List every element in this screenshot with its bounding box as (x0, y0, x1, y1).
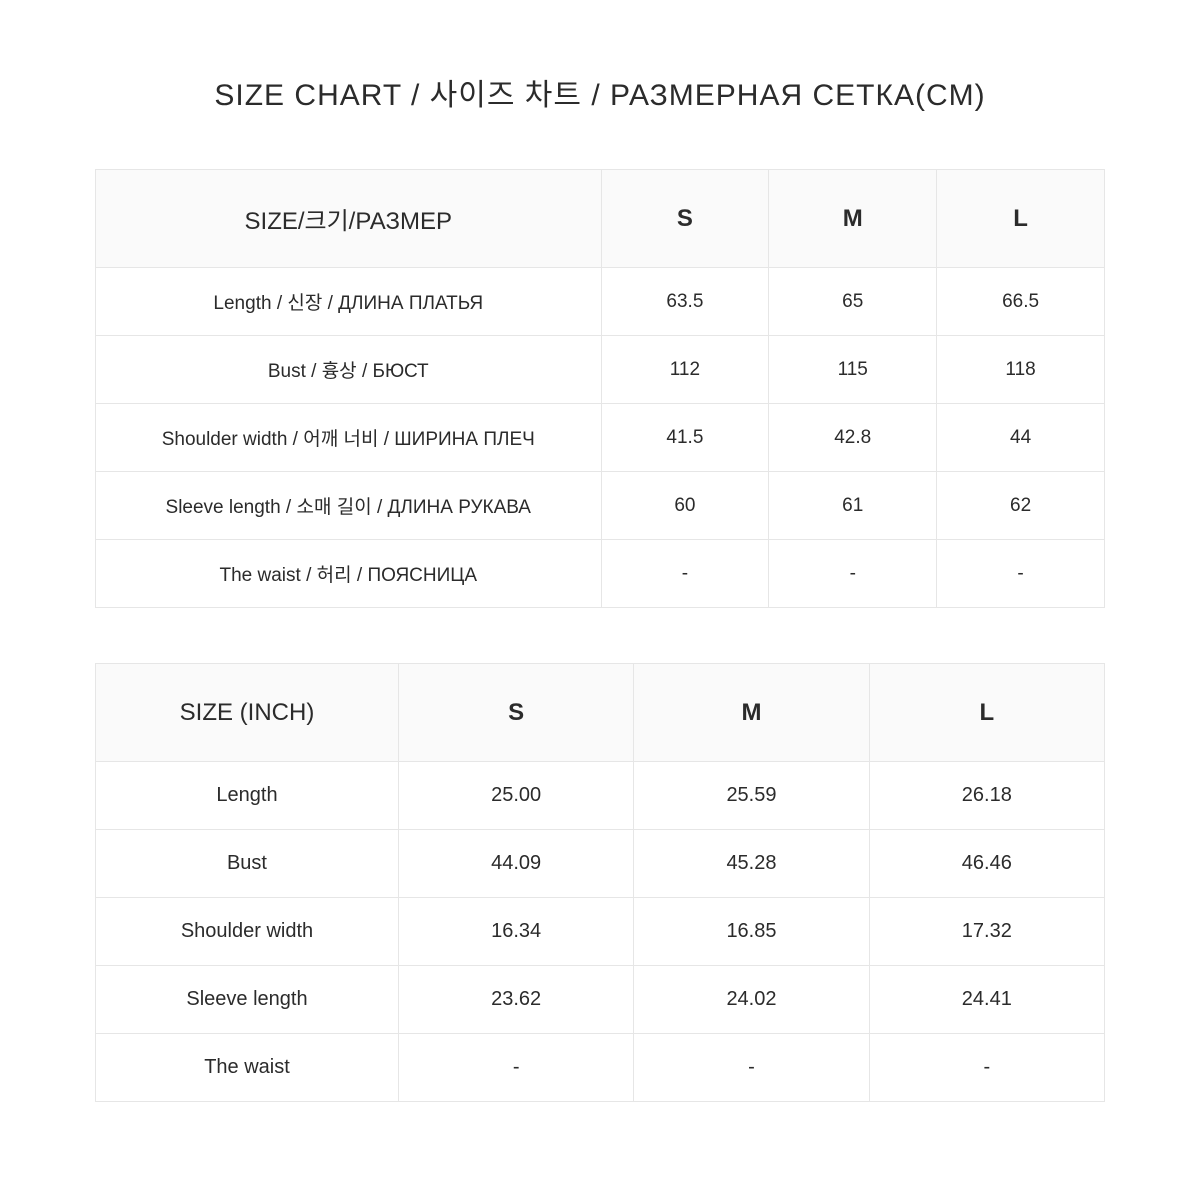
cm-cell: 44 (937, 404, 1105, 472)
cm-cell: 65 (769, 268, 937, 336)
cm-cell: 61 (769, 472, 937, 540)
in-cell: - (869, 1034, 1104, 1102)
cm-cell: - (601, 540, 769, 608)
in-cell: 25.00 (398, 762, 633, 830)
cm-row-label: Sleeve length / 소매 길이 / ДЛИНА РУКАВА (96, 472, 602, 540)
cm-cell: 41.5 (601, 404, 769, 472)
in-head-s: S (398, 664, 633, 762)
cm-cell: 62 (937, 472, 1105, 540)
in-head-m: M (634, 664, 869, 762)
cm-cell: 63.5 (601, 268, 769, 336)
in-cell: 23.62 (398, 966, 633, 1034)
in-cell: 45.28 (634, 830, 869, 898)
in-cell: 44.09 (398, 830, 633, 898)
cm-head-label: SIZE/크기/РАЗМЕР (96, 170, 602, 268)
in-cell: - (634, 1034, 869, 1102)
in-cell: 25.59 (634, 762, 869, 830)
page-title: SIZE CHART / 사이즈 차트 / РАЗМЕРНАЯ СЕТКА(CM… (95, 70, 1105, 114)
cm-row-label: Length / 신장 / ДЛИНА ПЛАТЬЯ (96, 268, 602, 336)
size-table-inch: SIZE (INCH) S M L Length 25.00 25.59 26.… (95, 663, 1105, 1102)
cm-cell: - (769, 540, 937, 608)
cm-cell: 66.5 (937, 268, 1105, 336)
cm-cell: 42.8 (769, 404, 937, 472)
in-head-label: SIZE (INCH) (96, 664, 399, 762)
in-cell: 24.41 (869, 966, 1104, 1034)
table-row: Bust 44.09 45.28 46.46 (96, 830, 1105, 898)
table-row: Sleeve length 23.62 24.02 24.41 (96, 966, 1105, 1034)
cm-row-label: Bust / 흉상 / БЮСТ (96, 336, 602, 404)
in-cell: 17.32 (869, 898, 1104, 966)
in-row-label: Sleeve length (96, 966, 399, 1034)
table-row: Sleeve length / 소매 길이 / ДЛИНА РУКАВА 60 … (96, 472, 1105, 540)
cm-head-m: M (769, 170, 937, 268)
cm-cell: 112 (601, 336, 769, 404)
in-cell: 16.85 (634, 898, 869, 966)
size-table-cm: SIZE/크기/РАЗМЕР S M L Length / 신장 / ДЛИНА… (95, 169, 1105, 608)
table-row: Length / 신장 / ДЛИНА ПЛАТЬЯ 63.5 65 66.5 (96, 268, 1105, 336)
table-row: Shoulder width 16.34 16.85 17.32 (96, 898, 1105, 966)
cm-cell: 60 (601, 472, 769, 540)
cm-head-s: S (601, 170, 769, 268)
cm-cell: 115 (769, 336, 937, 404)
cm-row-label: Shoulder width / 어깨 너비 / ШИРИНА ПЛЕЧ (96, 404, 602, 472)
in-cell: 46.46 (869, 830, 1104, 898)
table-row: The waist - - - (96, 1034, 1105, 1102)
in-cell: 26.18 (869, 762, 1104, 830)
in-head-l: L (869, 664, 1104, 762)
cm-cell: - (937, 540, 1105, 608)
in-cell: 16.34 (398, 898, 633, 966)
cm-head-l: L (937, 170, 1105, 268)
in-row-label: Shoulder width (96, 898, 399, 966)
in-cell: 24.02 (634, 966, 869, 1034)
in-row-label: Bust (96, 830, 399, 898)
table-row: Length 25.00 25.59 26.18 (96, 762, 1105, 830)
in-row-label: Length (96, 762, 399, 830)
in-cell: - (398, 1034, 633, 1102)
cm-cell: 118 (937, 336, 1105, 404)
cm-row-label: The waist / 허리 / ПОЯСНИЦА (96, 540, 602, 608)
table-row: Shoulder width / 어깨 너비 / ШИРИНА ПЛЕЧ 41.… (96, 404, 1105, 472)
table-row: The waist / 허리 / ПОЯСНИЦА - - - (96, 540, 1105, 608)
table-row: Bust / 흉상 / БЮСТ 112 115 118 (96, 336, 1105, 404)
in-row-label: The waist (96, 1034, 399, 1102)
